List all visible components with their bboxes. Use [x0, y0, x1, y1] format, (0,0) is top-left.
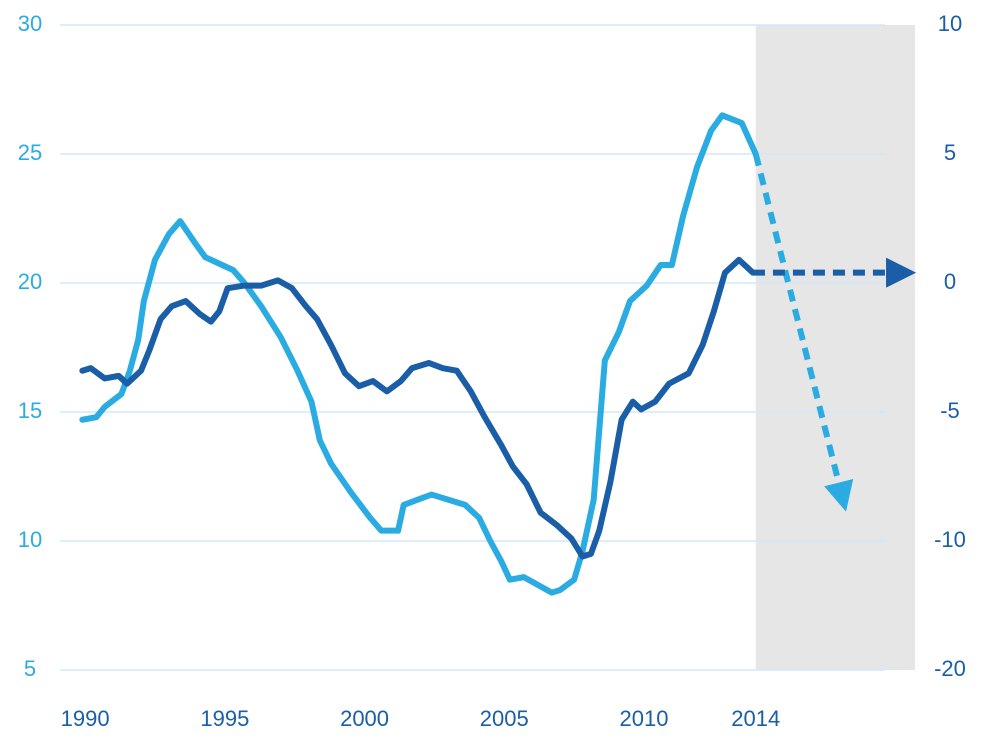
- y2-tick-label: -5: [940, 398, 960, 423]
- x-tick-label: 2010: [619, 706, 668, 731]
- x-tick-label: 2014: [731, 706, 780, 731]
- series-line: [79, 256, 756, 560]
- y-tick-label: 20: [18, 269, 42, 294]
- y-tick-label: 15: [18, 398, 42, 423]
- y-tick-label: 30: [18, 11, 42, 36]
- series-line: [79, 112, 759, 596]
- y2-tick-label: 5: [944, 140, 956, 165]
- y-tick-label: 10: [18, 527, 42, 552]
- x-tick-label: 2000: [340, 706, 389, 731]
- y2-tick-label: 0: [944, 269, 956, 294]
- y-tick-label: 25: [18, 140, 42, 165]
- y2-tick-label: 10: [938, 11, 962, 36]
- y2-tick-label: -20: [934, 656, 966, 681]
- y-tick-label: 5: [24, 656, 36, 681]
- y2-tick-label: -10: [934, 527, 966, 552]
- x-tick-label: 1995: [200, 706, 249, 731]
- x-tick-label: 2005: [480, 706, 529, 731]
- forecast-region: [755, 25, 915, 670]
- x-tick-label: 1990: [61, 706, 110, 731]
